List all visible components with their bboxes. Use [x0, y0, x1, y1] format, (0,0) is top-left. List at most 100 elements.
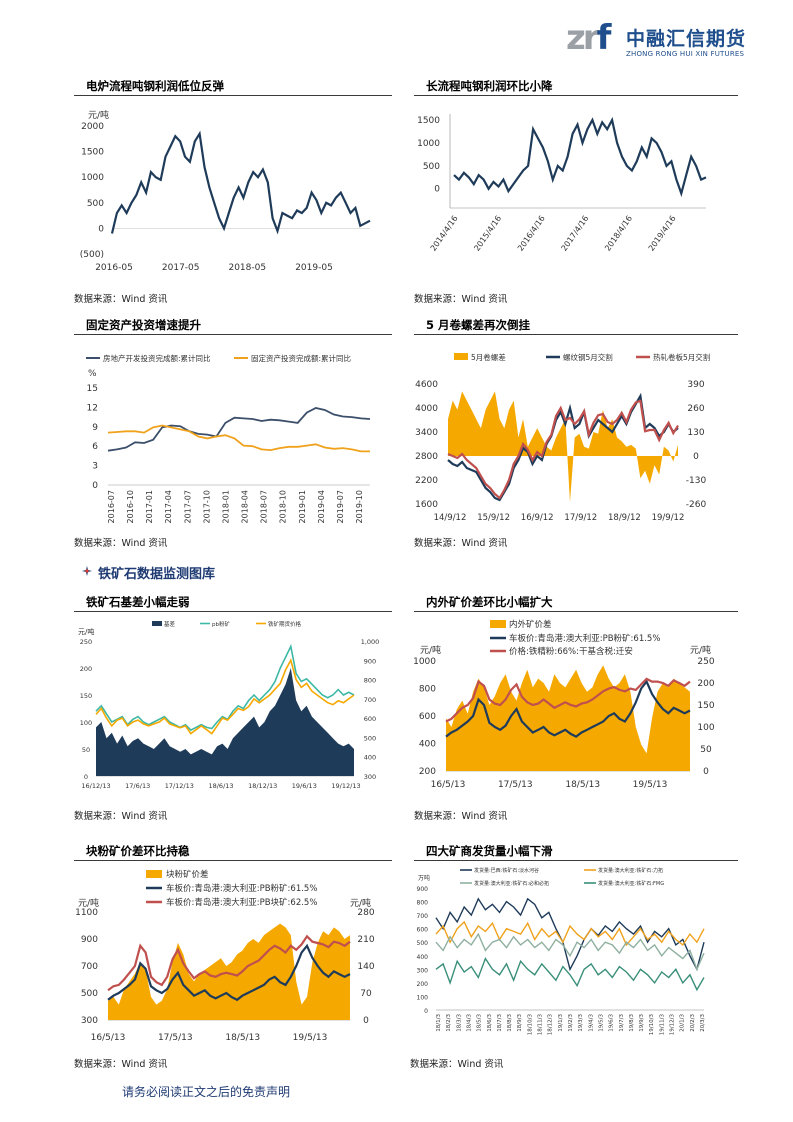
legend-swatch-0: [454, 353, 468, 360]
y-left-tick-1: 4000: [415, 404, 438, 414]
x-tick-2: 2017-01: [145, 490, 154, 523]
y-tick-0: 2000: [81, 122, 104, 132]
x-tick-22: 19/11/3: [659, 1014, 665, 1036]
y-right-tick-6: 400: [364, 754, 376, 762]
chart-iron-ore-basis: 基差 pb粉矿 铁矿期货价格元/吨2502001501005001,00090080…: [78, 620, 379, 790]
x-tick-15: 19/4/3: [588, 1013, 594, 1031]
series-line-1: [107, 943, 351, 1002]
x-tick-1: 17/5/13: [498, 780, 533, 790]
y-left-tick-2: 600: [419, 712, 436, 722]
legend-label-0: 基差: [164, 620, 176, 628]
x-tick-5: 18/6/3: [487, 1013, 493, 1031]
unit-label: %: [88, 369, 97, 379]
y-right-tick-0: 280: [357, 908, 374, 918]
unit-label-right: 元/吨: [690, 644, 711, 656]
y-left-tick-0: 4600: [415, 380, 438, 390]
y-left-tick-1: 900: [81, 935, 98, 945]
y-left-tick-0: 250: [80, 638, 92, 646]
logo-company-english: ZHONG RONG HUI XIN FUTURES: [626, 50, 745, 58]
title-rule-7: [74, 860, 392, 861]
series-line-0: [110, 130, 371, 235]
source-5: 数据来源：Wind 资讯: [74, 811, 168, 822]
legend-label-0: 5月卷螺差: [471, 352, 506, 362]
source-8: 数据来源：Wind 资讯: [410, 1059, 504, 1070]
series-line-2: [447, 399, 679, 500]
y-left-tick-0: 1000: [414, 657, 436, 667]
x-tick-20: 19/9/3: [639, 1013, 645, 1031]
y-right-tick-3: 100: [697, 723, 714, 733]
legend-swatch-0: [152, 621, 162, 626]
unit-label: 元/吨: [88, 109, 109, 121]
x-tick-5: 2019/4/16: [647, 214, 678, 253]
x-tick-4: 2017-07: [183, 490, 192, 523]
x-tick-7: 18/8/3: [507, 1013, 513, 1031]
series-line-2: [445, 677, 691, 723]
y-left-tick-3: 400: [419, 740, 436, 750]
y-tick-5: (500): [80, 250, 104, 260]
x-tick-0: 2014/4/16: [429, 214, 460, 253]
unit-label-right: 元/吨: [350, 897, 371, 909]
source-2: 数据来源：Wind 资讯: [414, 294, 508, 305]
x-tick-1: 2017-05: [162, 263, 200, 273]
y-tick-5: 0: [92, 481, 98, 491]
legend-label-2: 价格:铁精粉:66%:干基含税:迁安: [509, 646, 633, 657]
y-right-tick-2: 130: [687, 428, 704, 438]
y-tick-9: 0: [424, 1008, 428, 1015]
y-tick-5: 400: [417, 954, 429, 961]
series-line-2: [107, 934, 351, 992]
y-left-tick-1: 200: [80, 665, 92, 673]
legend-label-1: 螺纹钢5月交割: [563, 352, 613, 362]
x-tick-10: 18/11/3: [538, 1014, 544, 1036]
y-right-tick-5: 500: [364, 734, 376, 742]
legend-swatch-0: [490, 620, 506, 628]
x-tick-4: 18/5/3: [477, 1013, 483, 1031]
x-tick-12: 19/1/3: [558, 1013, 564, 1031]
legend-label-1: 固定资产投资完成额:累计同比: [251, 353, 352, 363]
source-6: 数据来源：Wind 资讯: [414, 811, 508, 822]
source-7: 数据来源：Wind 资讯: [74, 1059, 168, 1070]
title-rule-5: [74, 611, 392, 612]
x-tick-3: 18/6/13: [208, 782, 233, 790]
legend-label-1: pb粉矿: [212, 620, 230, 628]
legend-label-0: 发货量:巴西:铁矿石:淡水河谷: [474, 867, 539, 874]
y-right-tick-5: -260: [686, 500, 707, 510]
x-tick-4: 2018/4/16: [603, 214, 634, 253]
y-right-tick-1: 260: [687, 404, 704, 414]
y-right-tick-2: 140: [357, 962, 374, 972]
source-1: 数据来源：Wind 资讯: [74, 294, 168, 305]
y-left-tick-4: 50: [82, 746, 90, 754]
chart-coil-rebar-spread: 5月卷螺差 螺纹钢5月交割 热轧卷板5月交割 4600 4000 3400 2800 2200…: [415, 352, 710, 523]
series-area-0: [108, 923, 350, 1020]
y-tick-4: 500: [417, 940, 429, 947]
x-tick-5: 19/6/13: [292, 782, 317, 790]
x-tick-5: 19/9/12: [652, 513, 685, 523]
y-right-tick-0: 250: [697, 657, 714, 667]
title-rule-2: [414, 95, 738, 96]
section-title: 铁矿石数据监测图库: [98, 567, 216, 582]
series-line-0: [435, 897, 705, 972]
series-area-0: [446, 665, 690, 771]
y-right-tick-0: 390: [687, 380, 704, 390]
x-tick-4: 18/12/13: [248, 782, 277, 790]
y-right-tick-5: 0: [703, 767, 709, 777]
legend-label-2: 发货量:澳大利亚:铁矿石:必和必拓: [474, 880, 549, 887]
unit-label: 万吨: [418, 874, 430, 882]
x-tick-0: 16/12/13: [81, 782, 110, 790]
chart-big-four-shipments: 发货量:巴西:铁矿石:淡水河谷 发货量:澳大利亚:铁矿石:力拓发货量:澳大利亚:铁…: [417, 867, 706, 1036]
y-tick-1: 1500: [81, 148, 104, 158]
y-right-tick-1: 200: [697, 679, 714, 689]
x-tick-25: 20/2/3: [690, 1013, 696, 1031]
title-rule-6: [414, 611, 738, 612]
x-tick-19: 19/8/3: [629, 1013, 635, 1031]
title-rule-1: [74, 95, 392, 96]
chart-title-5: 铁矿石基差小幅走弱: [86, 595, 190, 609]
series-line-1: [107, 424, 370, 453]
y-tick-3: 600: [417, 927, 429, 934]
chart-fixed-investment: 房地产开发投资完成额:累计同比 固定资产投资完成额:累计同比% 15 12 9 6 3 0 20…: [86, 353, 371, 523]
y-right-tick-1: 900: [364, 657, 376, 665]
legend-label-1: 车板价:青岛港:澳大利亚:PB粉矿:61.5%: [509, 633, 660, 644]
x-tick-8: 2018-07: [260, 490, 269, 523]
x-tick-3: 19/5/13: [633, 780, 668, 790]
title-rule-4: [414, 334, 738, 335]
